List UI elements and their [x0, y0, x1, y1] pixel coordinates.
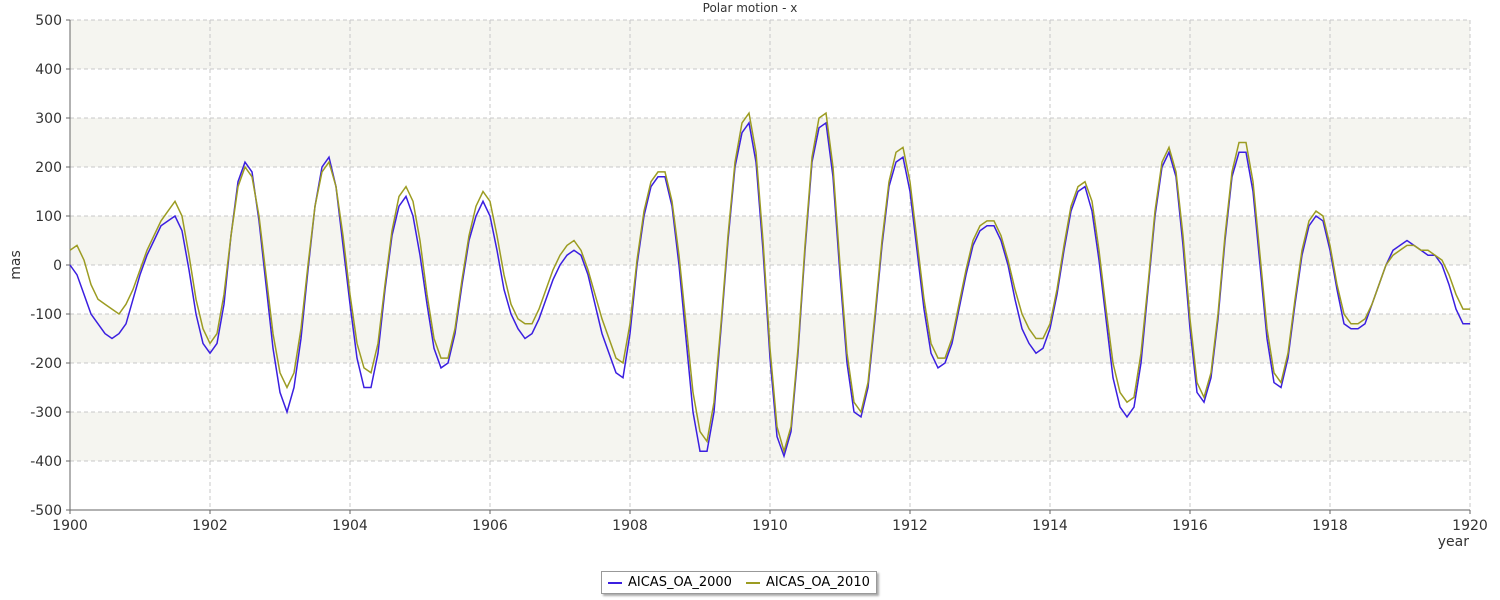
- y-tick-label: -500: [30, 503, 62, 519]
- legend-label: AICAS_OA_2000: [628, 575, 732, 590]
- y-tick-label: 0: [53, 258, 62, 274]
- chart: Polar motion - x mas year -500 -400 -300 -2…: [8, 1, 1488, 550]
- series-line: [69, 111, 1470, 454]
- x-tick-label: 1908: [612, 518, 648, 534]
- y-tick-label: -100: [30, 307, 62, 323]
- chart-title: Polar motion - x: [703, 1, 798, 15]
- y-tick-label: 300: [35, 111, 62, 127]
- x-tick-label: 1918: [1312, 518, 1348, 534]
- x-axis-label: year: [1438, 534, 1469, 550]
- y-tick-label: 400: [35, 62, 62, 78]
- y-tick-label: 100: [35, 209, 62, 225]
- y-tick-label: 500: [35, 13, 62, 29]
- x-tick-label: 1904: [332, 518, 368, 534]
- legend-label: AICAS_OA_2010: [765, 575, 870, 590]
- y-axis-label: mas: [8, 250, 24, 280]
- x-tick-label: 1910: [752, 518, 788, 534]
- y-tick-label: 200: [35, 160, 62, 176]
- x-tick-label: 1916: [1172, 518, 1208, 534]
- x-tick-label: 1906: [472, 518, 508, 534]
- x-tick-label: 1914: [1032, 518, 1068, 534]
- x-tick-label: 1902: [192, 518, 228, 534]
- legend-swatch: [745, 581, 760, 584]
- legend-item: AICAS_OA_2000: [608, 575, 732, 590]
- legend-swatch: [608, 581, 622, 584]
- y-tick-label: -400: [30, 454, 62, 470]
- series-line: [69, 121, 1470, 459]
- y-tick-label: -300: [30, 405, 62, 421]
- legend: AICAS_OA_2000 AICAS_OA_2010: [601, 571, 877, 594]
- y-tick-label: -200: [30, 356, 62, 372]
- legend-item: AICAS_OA_2010: [745, 575, 870, 590]
- x-tick-label: 1912: [892, 518, 928, 534]
- x-tick-label: 1920: [1452, 518, 1488, 534]
- x-tick-label: 1900: [52, 518, 88, 534]
